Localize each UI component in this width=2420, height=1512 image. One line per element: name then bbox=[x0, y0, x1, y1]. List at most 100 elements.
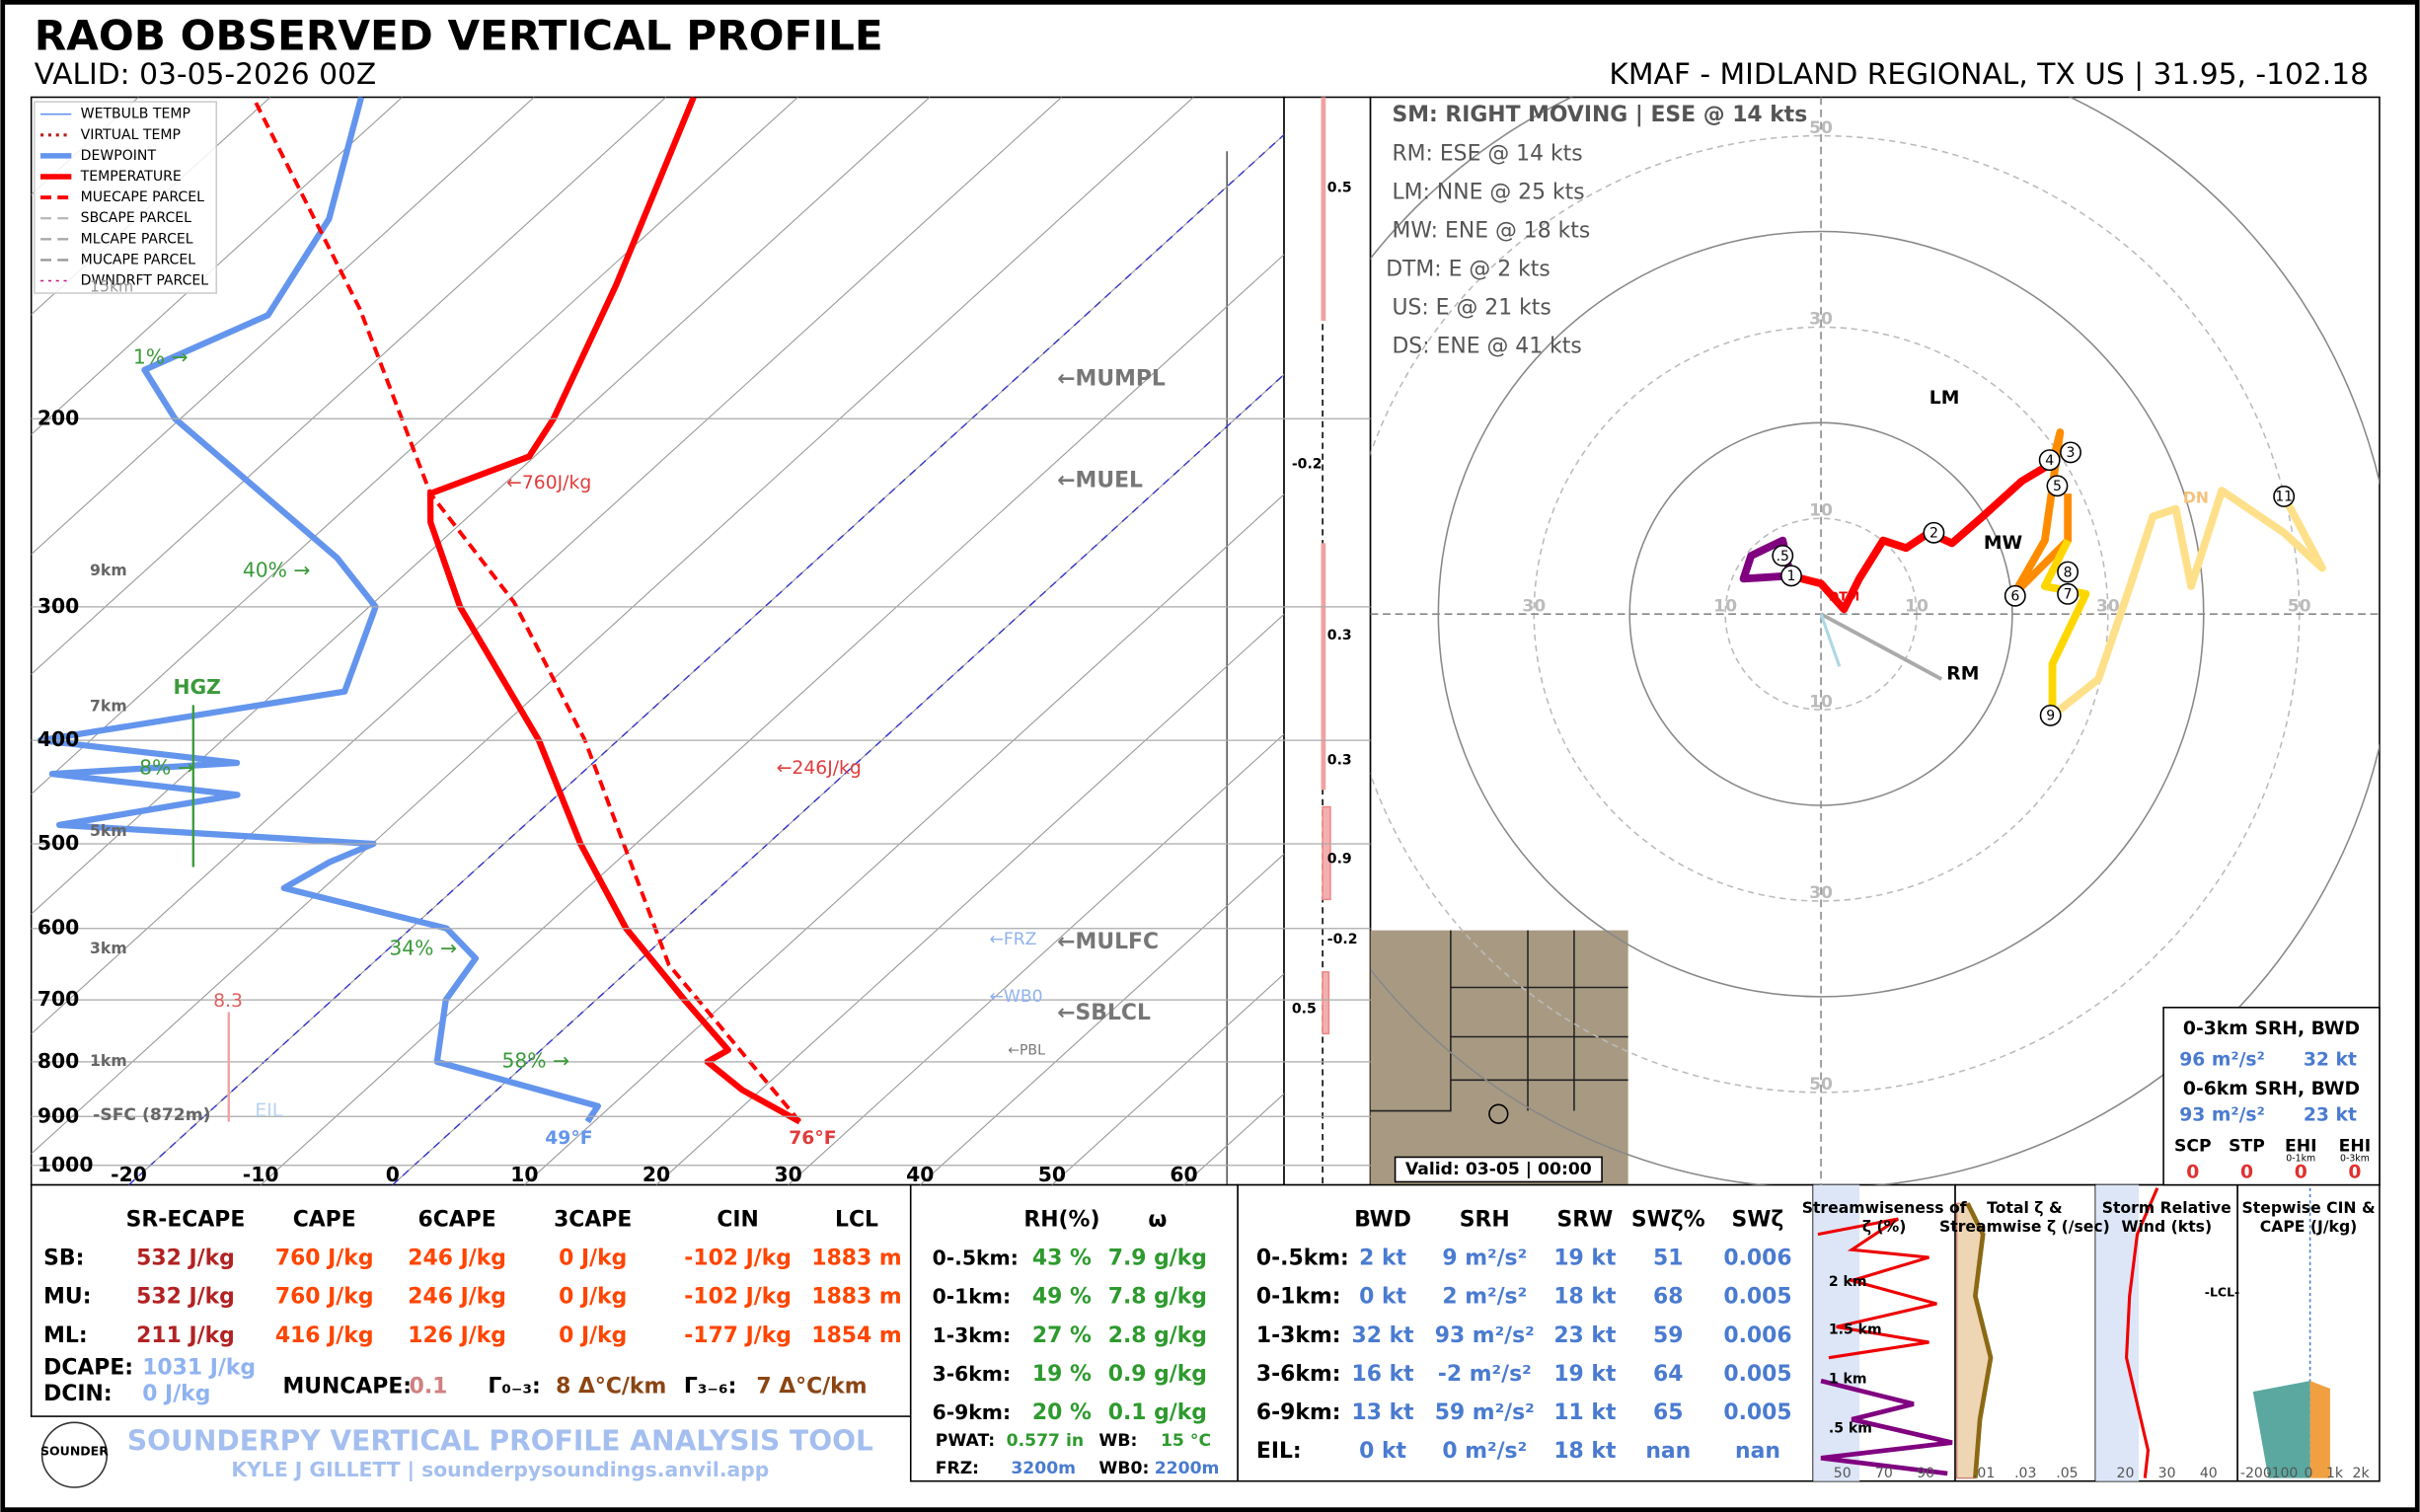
column-header: RH(%) bbox=[1023, 1208, 1099, 1233]
panel-tick: 90 bbox=[1917, 1466, 1934, 1481]
annotation: HGZ bbox=[173, 675, 220, 699]
ring-label: 30 bbox=[1809, 310, 1833, 330]
row-label: 0-1km: bbox=[933, 1285, 1011, 1309]
cell: 18 kt bbox=[1553, 1285, 1616, 1310]
legend-label: VIRTUAL TEMP bbox=[81, 127, 181, 143]
column-header: 6CAPE bbox=[418, 1208, 496, 1233]
param-sub: 0-1km bbox=[2286, 1154, 2315, 1165]
y-tick-label: 1000 bbox=[38, 1153, 94, 1176]
cell: 16 kt bbox=[1352, 1362, 1414, 1387]
cell: -102 J/kg bbox=[684, 1247, 792, 1271]
panel-title-line: Streamwise ζ (/sec) bbox=[1939, 1216, 2110, 1235]
cell: 0.005 bbox=[1723, 1285, 1791, 1310]
y-tick-label: 600 bbox=[38, 916, 79, 940]
annotation: ←FRZ bbox=[989, 930, 1036, 949]
panel-title-line: ζ (%) bbox=[1862, 1216, 1907, 1235]
column-header: CAPE bbox=[293, 1208, 356, 1233]
box-value: 32 kt bbox=[2304, 1049, 2357, 1070]
x-tick-label: -10 bbox=[243, 1163, 279, 1186]
row-label: 6-9km: bbox=[1256, 1400, 1341, 1425]
annotation: ←WB0 bbox=[989, 987, 1042, 1007]
cell: 0.006 bbox=[1723, 1247, 1791, 1271]
rm-vector bbox=[1820, 612, 1943, 681]
marker-label: 2 bbox=[1929, 526, 1938, 542]
annotation: 76°F bbox=[789, 1128, 836, 1149]
map-borders bbox=[1370, 930, 1628, 1112]
legend-label: TEMPERATURE bbox=[80, 169, 182, 185]
row-label: 3-6km: bbox=[933, 1362, 1011, 1386]
row-label: EIL: bbox=[1256, 1439, 1302, 1464]
cell: 0.006 bbox=[1723, 1323, 1791, 1348]
row-label: ML: bbox=[43, 1323, 87, 1348]
tool-name: SOUNDERPY VERTICAL PROFILE ANALYSIS TOOL bbox=[127, 1425, 873, 1458]
extra-value: 0.577 in bbox=[1007, 1431, 1084, 1451]
height-label: 2 km bbox=[1829, 1274, 1867, 1290]
marker-label: 9 bbox=[2046, 709, 2055, 724]
panel-title-line: Storm Relative bbox=[2102, 1198, 2231, 1217]
map-valid: Valid: 03-05 | 00:00 bbox=[1405, 1160, 1592, 1179]
panel-title-line: Wind (kts) bbox=[2121, 1216, 2212, 1235]
box-header: 0-3km SRH, BWD bbox=[2183, 1019, 2360, 1039]
extra-value: 15 °C bbox=[1161, 1431, 1211, 1451]
panel-tick: 30 bbox=[2158, 1466, 2176, 1481]
panel-tick: .01 bbox=[1973, 1466, 1995, 1481]
skewt-frame bbox=[30, 96, 1285, 1186]
column-header: SRW bbox=[1557, 1208, 1614, 1233]
thermo-box bbox=[30, 1183, 912, 1417]
y-tick-label: 700 bbox=[38, 987, 79, 1011]
panel-tick: -200 bbox=[2240, 1466, 2272, 1481]
extra-label: DCAPE: bbox=[43, 1356, 133, 1381]
cell: 7.9 g/kg bbox=[1108, 1247, 1207, 1271]
hodo-trace bbox=[2050, 487, 2326, 718]
panel-tick: 50 bbox=[1834, 1466, 1852, 1481]
column-header: LCL bbox=[835, 1208, 878, 1233]
cell: -102 J/kg bbox=[684, 1285, 792, 1310]
motion-label: DN bbox=[2183, 488, 2209, 506]
panel-tick: 0 bbox=[2304, 1466, 2312, 1481]
omega-label: 0.9 bbox=[1327, 852, 1352, 868]
box-value: 96 m²/s² bbox=[2179, 1049, 2265, 1070]
y-tick-label: 900 bbox=[38, 1103, 79, 1127]
height-marker bbox=[2046, 475, 2069, 497]
marker-label: 5 bbox=[2053, 479, 2062, 494]
panel-tick: 40 bbox=[2200, 1466, 2218, 1481]
logo bbox=[40, 1421, 109, 1488]
cell: -177 J/kg bbox=[684, 1323, 792, 1348]
cell: -2 m²/s² bbox=[1438, 1362, 1532, 1387]
cell: 9 m²/s² bbox=[1442, 1247, 1527, 1271]
motion-label: MW bbox=[1984, 533, 2023, 554]
omega-bar bbox=[1322, 805, 1331, 901]
ring-label: 10 bbox=[1905, 596, 1928, 616]
logo-text: SOUNDER bbox=[40, 1444, 109, 1459]
isotherm bbox=[31, 97, 535, 556]
panel-tick: .03 bbox=[2014, 1466, 2036, 1481]
isotherm bbox=[260, 254, 1285, 1185]
legend-label: WETBULB TEMP bbox=[81, 107, 190, 122]
cell: 11 kt bbox=[1553, 1400, 1616, 1425]
cell: 20 % bbox=[1032, 1400, 1092, 1425]
cell: 0 kt bbox=[1359, 1439, 1406, 1464]
panel-tick: .05 bbox=[2056, 1466, 2078, 1481]
annotation: 34% → bbox=[389, 936, 457, 959]
annotation: 8% → bbox=[139, 756, 194, 780]
annotation: 40% → bbox=[243, 558, 311, 581]
row-label: 3-6km: bbox=[1256, 1362, 1341, 1387]
panel-tick: 70 bbox=[1875, 1466, 1893, 1481]
moisture-box bbox=[909, 1183, 1239, 1482]
cell: 246 J/kg bbox=[408, 1247, 506, 1271]
row-label: MU: bbox=[43, 1285, 91, 1310]
cell: 18 kt bbox=[1553, 1439, 1616, 1464]
cell: 532 J/kg bbox=[136, 1285, 235, 1310]
extra-label: WB: bbox=[1098, 1431, 1137, 1451]
y-tick-label: 400 bbox=[38, 727, 79, 751]
cell: 43 % bbox=[1032, 1247, 1092, 1271]
cell: 59 m²/s² bbox=[1435, 1400, 1535, 1425]
annotation: 1km bbox=[90, 1051, 127, 1070]
extra-value: 3200m bbox=[1011, 1459, 1076, 1478]
srw-line bbox=[2125, 1187, 2159, 1478]
annotation: ←246J/kg bbox=[777, 758, 862, 779]
legend-label: DWNDRFT PARCEL bbox=[81, 273, 209, 289]
cape-fill bbox=[2309, 1381, 2330, 1478]
param-value: 0 bbox=[2240, 1163, 2253, 1183]
height-marker bbox=[1780, 565, 1802, 587]
